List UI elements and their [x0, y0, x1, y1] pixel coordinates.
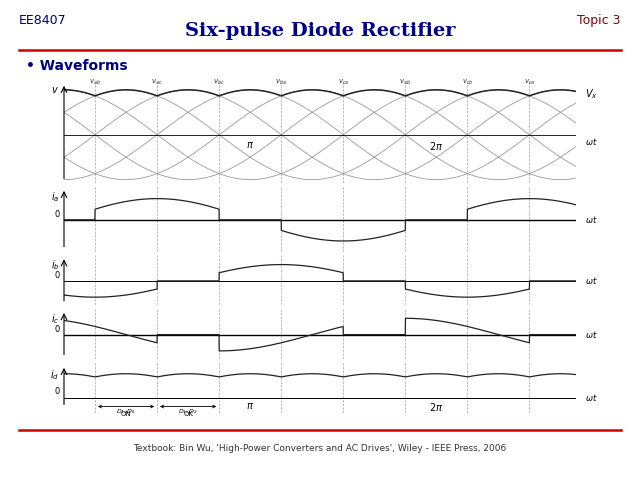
Text: $v_{ca}$: $v_{ca}$	[524, 78, 535, 87]
Text: ON: ON	[121, 411, 131, 417]
Text: $v_{ca}$: $v_{ca}$	[337, 78, 349, 87]
Text: $2\pi$: $2\pi$	[429, 141, 444, 153]
Text: $v_{cb}$: $v_{cb}$	[461, 78, 474, 87]
Text: $i_c$: $i_c$	[51, 312, 60, 325]
Text: OK: OK	[183, 411, 193, 417]
Text: Six-pulse Diode Rectifier: Six-pulse Diode Rectifier	[185, 22, 455, 40]
Text: 0: 0	[54, 210, 60, 219]
Text: $i_a$: $i_a$	[51, 190, 60, 204]
Text: $\omega t$: $\omega t$	[585, 136, 598, 147]
Text: • Waveforms: • Waveforms	[26, 59, 127, 72]
Text: $D_1,D_2$: $D_1,D_2$	[178, 408, 198, 417]
Text: EE8407: EE8407	[19, 14, 67, 27]
Text: $\omega t$: $\omega t$	[585, 329, 598, 340]
Text: $\pi$: $\pi$	[246, 141, 254, 150]
Text: $\omega t$: $\omega t$	[585, 392, 598, 403]
Text: Topic 3: Topic 3	[577, 14, 621, 27]
Text: $v_{ab}$: $v_{ab}$	[89, 78, 101, 87]
Text: $i_d$: $i_d$	[50, 368, 60, 382]
Text: $\omega t$: $\omega t$	[585, 276, 598, 287]
Text: $\omega t$: $\omega t$	[585, 214, 598, 225]
Text: 0: 0	[54, 387, 60, 396]
Text: $v_{bc}$: $v_{bc}$	[213, 78, 225, 87]
Text: $v_{ac}$: $v_{ac}$	[151, 78, 163, 87]
Text: $V_x$: $V_x$	[585, 88, 598, 101]
Text: 0: 0	[54, 325, 60, 334]
Text: $i_b$: $i_b$	[51, 258, 60, 272]
Text: $D_1,D_6$: $D_1,D_6$	[116, 408, 136, 417]
Text: Textbook: Bin Wu, 'High-Power Converters and AC Drives', Wiley - IEEE Press, 200: Textbook: Bin Wu, 'High-Power Converters…	[133, 444, 507, 453]
Text: $v_{ab}$: $v_{ab}$	[399, 78, 412, 87]
Text: 0: 0	[54, 271, 60, 280]
Text: $v$: $v$	[51, 85, 60, 96]
Text: $\pi$: $\pi$	[246, 400, 254, 410]
Text: $v_{ba}$: $v_{ba}$	[275, 78, 287, 87]
Text: $2\pi$: $2\pi$	[429, 400, 444, 412]
